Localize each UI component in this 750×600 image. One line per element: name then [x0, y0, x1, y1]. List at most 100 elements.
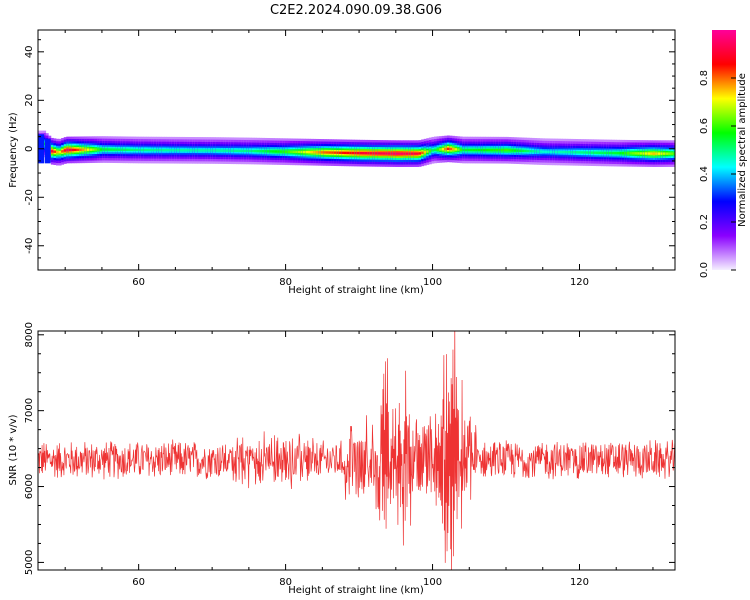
spectrogram-cell [598, 151, 602, 155]
spectrogram-ridge [38, 130, 675, 167]
spectrogram-cell [215, 149, 219, 152]
spectrogram-cell [585, 151, 589, 154]
spectrogram-cell [323, 151, 327, 154]
spectrogram-cell [274, 150, 278, 153]
spectrogram-cell [200, 149, 203, 152]
snr-xtick-label: 120 [570, 577, 589, 588]
spectrogram-cell [315, 151, 319, 154]
spectrogram-cell [297, 150, 301, 154]
spectrogram-cell [241, 149, 245, 153]
spectrogram-cell [418, 152, 422, 155]
spectrogram-cell [560, 150, 563, 154]
colorbar-label: Normalized spectral amplitude [737, 73, 748, 227]
spectrogram-cell [416, 152, 419, 155]
spectrogram-cell [233, 149, 237, 152]
spectrogram-cell [606, 151, 610, 155]
spectrogram-cell [223, 149, 227, 152]
spectrogram-cell [410, 152, 414, 155]
spectrogram-cell [547, 150, 551, 153]
spectrogram-cell [364, 152, 368, 155]
spectrogram-cell [644, 152, 648, 155]
spectrogram-cell [488, 148, 491, 152]
spectrogram-cell [236, 149, 239, 153]
spectrogram-cell [652, 152, 656, 155]
snr-ytick-label: 5000 [24, 550, 35, 575]
spectrogram-cell [490, 148, 494, 152]
spectrogram-cell [128, 148, 131, 152]
spectrogram-cell [567, 150, 571, 154]
spectrogram-cell [308, 150, 311, 154]
spectrogram-cell [351, 151, 355, 155]
spectrogram-cell [333, 151, 337, 154]
spectrogram-cell [511, 149, 515, 152]
spectrogram-cell [374, 152, 378, 155]
spectrogram-cell [421, 151, 425, 155]
snr-xtick-label: 60 [132, 577, 145, 588]
spectrogram-cell [61, 150, 65, 153]
colorbar-tick-label: 0.2 [699, 214, 710, 230]
spectrogram-cell [254, 149, 257, 153]
spectrogram-cell [642, 152, 646, 155]
spectrogram-cell [464, 148, 468, 152]
spectrogram-cell [398, 152, 401, 155]
colorbar-ticks: 0.0 0.2 0.4 0.6 0.8 [699, 70, 736, 278]
spectrogram-cell [531, 150, 535, 153]
spectrogram-cell [76, 148, 80, 152]
spectrogram-cell [629, 152, 633, 155]
spectrogram-cell [668, 152, 671, 155]
snr-ytick-label: 6000 [24, 474, 35, 499]
spectrogram-cell [344, 151, 347, 155]
spectrogram-cell [485, 148, 489, 152]
snr-ytick-label: 8000 [24, 322, 35, 347]
spectrogram-cell [665, 152, 669, 155]
spectrogram-cell [557, 150, 561, 154]
colorbar-gradient [712, 30, 736, 270]
spectrogram-cell [356, 151, 360, 155]
spectrogram-cell [140, 148, 144, 152]
spectrogram-cell [588, 151, 592, 154]
spectrogram-cell [302, 150, 306, 154]
spectrogram-cell [349, 151, 353, 155]
spectrogram-cell [621, 152, 625, 155]
spectrogram-cell [508, 149, 512, 152]
spectrogram-cell [44, 139, 51, 164]
spectrogram-cell [292, 150, 296, 154]
spectrogram-cell [158, 148, 162, 152]
spectrogram-cell [212, 149, 216, 152]
spectrogram-cell [115, 148, 119, 151]
spectrogram-cell [284, 150, 288, 153]
spectrogram-cell [164, 148, 167, 152]
spectrogram-cell [578, 151, 581, 154]
snr-ytick-label: 7000 [24, 398, 35, 423]
spectrogram-cell [207, 149, 211, 152]
spectrogram-cell [182, 149, 185, 152]
spectrogram-ylabel: Frequency (Hz) [8, 112, 19, 188]
spectrogram-cell [58, 150, 62, 154]
spectrogram-cell [596, 151, 599, 154]
spectrogram-cell [161, 148, 165, 152]
spectrogram-cell [56, 150, 59, 154]
spectrogram-cell [405, 152, 409, 155]
spectrogram-cell [452, 147, 455, 151]
spectrogram-cell [662, 152, 666, 155]
spectrogram-cell [220, 149, 224, 152]
spectrogram-cell [493, 148, 497, 152]
spectrogram-cell [261, 150, 265, 153]
spectrogram-cell [151, 148, 155, 152]
spectrogram-cell [120, 148, 124, 151]
spectrogram-cell [251, 149, 255, 153]
spectrogram-cell [632, 152, 635, 155]
spectrogram-cell [138, 148, 142, 152]
spectrogram-cell [467, 148, 471, 152]
spectrogram-cell [66, 148, 70, 152]
spectrogram-cell [295, 150, 299, 154]
spectrogram-cell [516, 149, 520, 152]
spectrogram-cell [179, 149, 183, 152]
spectrogram-cell [238, 149, 242, 153]
spectrogram-cell [148, 148, 152, 152]
spectrogram-cell [210, 149, 214, 152]
spectrogram-cell [331, 151, 335, 154]
spectrogram-cell [544, 150, 548, 153]
colorbar-tick-label: 0.4 [699, 166, 710, 182]
